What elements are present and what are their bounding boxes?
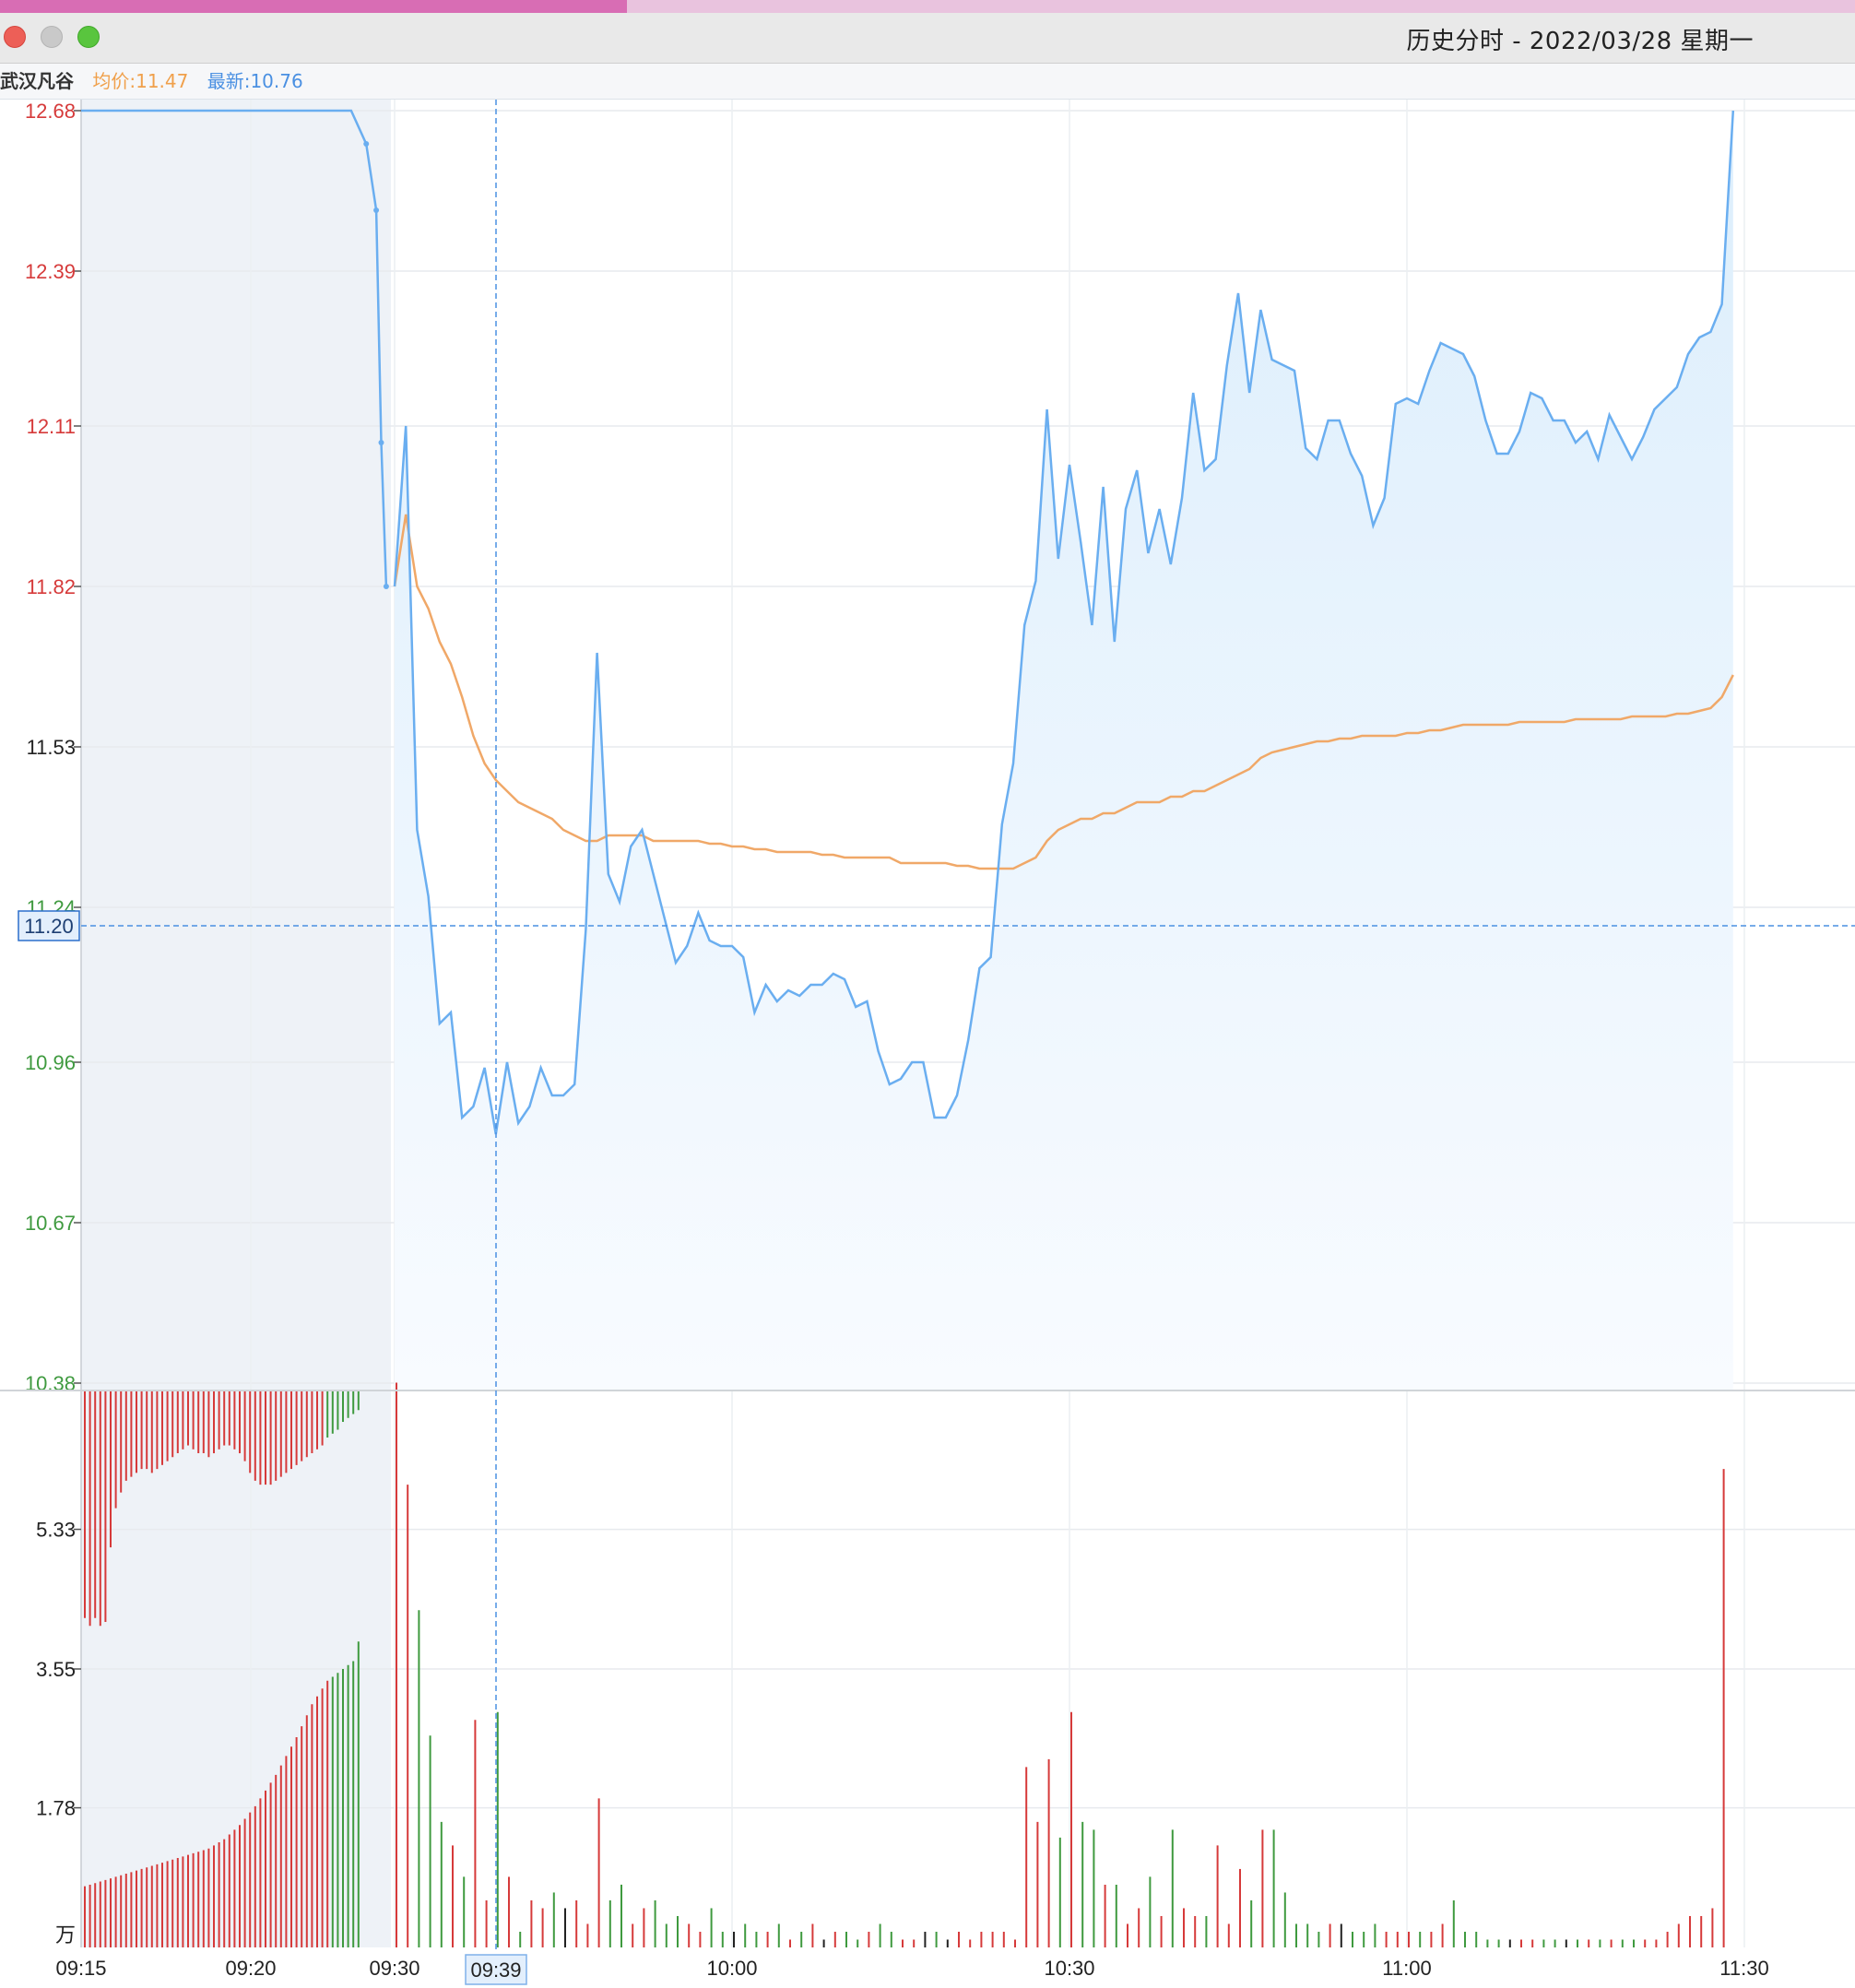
time-tick-label: 10:30 [1044,1957,1094,1980]
time-axis: 09:15 09:20 09:30 10:00 10:30 11:00 11:30 [55,1957,1768,1980]
time-tick-label: 09:30 [369,1957,419,1980]
time-tick-label: 09:20 [225,1957,276,1980]
price-tick-label: 10.96 [25,1051,76,1074]
preopen-shade [81,100,391,1390]
window-title: 历史分时 - 2022/03/28 星期一 [1406,28,1754,55]
preopen-price-point [383,584,389,589]
preopen-price-point [373,207,380,213]
time-tick-label: 10:00 [706,1957,757,1980]
time-tick-label: 09:15 [55,1957,106,1980]
avg-price-label: 均价:11.47 [92,70,189,92]
time-tick-label: 11:00 [1382,1957,1431,1980]
stock-name: 武汉凡谷 [0,70,74,92]
time-tick-label: 11:30 [1719,1957,1768,1980]
series-lines [81,109,1735,1135]
crosshair-price-box [18,910,80,941]
preopen-price-point [378,440,384,445]
price-area [395,111,1733,1390]
price-tick-label: 11.82 [27,575,76,598]
price-tick-label: 12.68 [25,100,76,123]
top-accent-strip [0,0,1855,13]
crosshair-time-label: 09:39 [470,1958,521,1982]
price-line [393,110,1735,1135]
volume-tick-label: 5.33 [36,1519,76,1542]
crosshair-time-box [465,1954,527,1985]
crosshair: 11.20 09:39 [18,100,1855,1985]
chart-info-bar: 武汉凡谷 均价:11.47 最新:10.76 [0,64,1855,100]
price-tick-label: 10.67 [25,1212,76,1235]
intraday-chart[interactable]: 12.6812.3912.1111.8211.5311.2410.9610.67… [0,100,1855,1988]
last-price-label: 最新:10.76 [207,70,303,92]
preopen-price-point [363,141,370,147]
window-titlebar: 历史分时 - 2022/03/28 星期一 [0,13,1855,64]
price-tick-label: 10.38 [25,1372,76,1395]
crosshair-price-label: 11.20 [24,915,73,938]
price-axis: 12.6812.3912.1111.8211.5311.2410.9610.67… [25,100,81,1395]
minimize-window-button[interactable] [41,26,63,48]
volume-tick-label: 3.55 [36,1658,76,1681]
volume-bars [84,1382,1725,1947]
volume-tick-label: 1.78 [36,1797,76,1820]
preopen-price-line [81,109,388,587]
zoom-window-button[interactable] [77,26,100,48]
volume-axis: 5.33 3.55 1.78 万 [36,1519,81,1947]
close-window-button[interactable] [4,26,26,48]
volume-unit-label: 万 [55,1923,76,1947]
price-tick-label: 12.39 [25,260,76,283]
avg-price-line [393,514,1734,870]
price-area-fill [395,111,1733,1390]
price-tick-label: 11.53 [27,736,76,759]
price-tick-label: 12.11 [27,415,76,438]
